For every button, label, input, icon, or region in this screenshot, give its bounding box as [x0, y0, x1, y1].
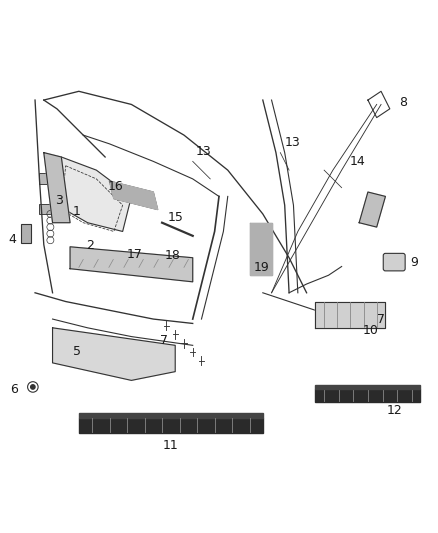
FancyBboxPatch shape [39, 173, 51, 184]
Polygon shape [315, 302, 385, 328]
Text: 7: 7 [160, 335, 168, 348]
Polygon shape [250, 223, 272, 275]
Polygon shape [53, 328, 175, 381]
FancyBboxPatch shape [21, 224, 31, 243]
Text: 4: 4 [8, 233, 16, 246]
FancyBboxPatch shape [383, 253, 405, 271]
Text: 1: 1 [73, 205, 81, 218]
Polygon shape [315, 389, 420, 402]
Text: 16: 16 [108, 180, 124, 193]
Text: 14: 14 [350, 155, 365, 168]
Text: 13: 13 [285, 136, 300, 149]
Text: 2: 2 [86, 239, 94, 253]
Polygon shape [110, 181, 158, 209]
FancyBboxPatch shape [140, 257, 152, 265]
Text: 18: 18 [165, 249, 181, 262]
Text: 7: 7 [377, 312, 385, 326]
Polygon shape [315, 385, 420, 389]
Text: 6: 6 [10, 383, 18, 395]
Text: 17: 17 [127, 248, 143, 261]
Text: 10: 10 [362, 324, 378, 336]
Text: 8: 8 [399, 96, 407, 109]
Polygon shape [79, 418, 263, 433]
FancyBboxPatch shape [39, 204, 51, 214]
Polygon shape [57, 157, 131, 231]
Polygon shape [79, 413, 263, 418]
FancyBboxPatch shape [175, 259, 184, 265]
Text: 3: 3 [55, 195, 63, 207]
Polygon shape [70, 247, 193, 282]
Text: 5: 5 [73, 345, 81, 358]
Polygon shape [359, 192, 385, 227]
Text: 9: 9 [410, 256, 418, 270]
Circle shape [31, 385, 35, 389]
Text: 13: 13 [195, 146, 211, 158]
Text: 15: 15 [168, 211, 184, 224]
Polygon shape [44, 152, 70, 223]
Text: 11: 11 [163, 439, 179, 451]
Text: 19: 19 [254, 261, 270, 274]
Text: 12: 12 [386, 403, 402, 417]
